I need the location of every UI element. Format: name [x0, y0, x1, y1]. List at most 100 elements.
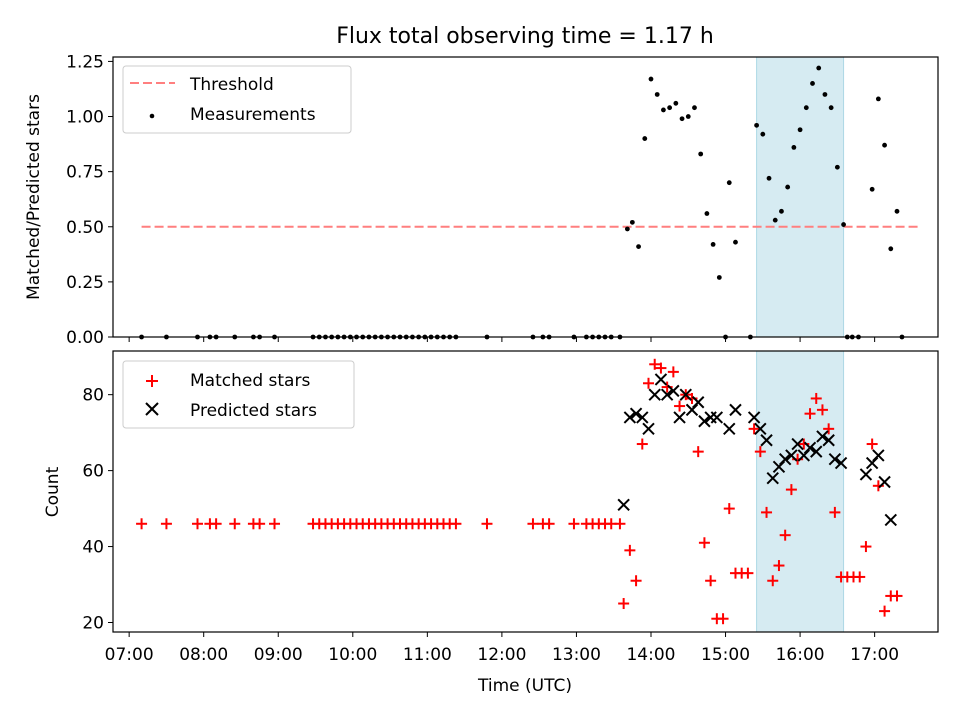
matched-star-point [754, 446, 766, 458]
top-legend: Threshold Measurements [122, 65, 352, 134]
xtick-label: 10:00 [328, 645, 377, 665]
measurement-point [816, 65, 822, 71]
matched-star-point [761, 506, 773, 518]
matched-star-point [229, 518, 241, 530]
bottom-axes-frame [112, 350, 939, 633]
matched-star-point [624, 544, 636, 556]
measurement-point [766, 175, 772, 181]
matched-star-point [210, 518, 222, 530]
matched-star-point [767, 575, 779, 587]
predicted-star-point [828, 453, 842, 466]
predicted-star-point [747, 411, 761, 424]
predicted-star-point [878, 475, 891, 489]
predicted-star-point [884, 513, 897, 527]
bottom-xlabel: Time (UTC) [477, 676, 572, 696]
bottom-shaded-interval [756, 350, 845, 633]
matched-star-point [254, 518, 266, 530]
top-axes-frame [112, 56, 939, 338]
predicted-star-point [623, 411, 637, 424]
legend-threshold-label: Threshold [189, 75, 274, 95]
matched-star-point [649, 358, 661, 370]
top-shaded-interval [756, 56, 845, 338]
matched-star-point [860, 541, 872, 553]
predicted-star-point [691, 396, 705, 409]
predicted-star-point [729, 403, 742, 417]
top-ytick-label: 1.00 [66, 108, 104, 128]
xtick-label: 08:00 [179, 645, 228, 665]
measurement-point [685, 114, 691, 119]
xtick-label: 16:00 [776, 645, 825, 665]
measurement-point [667, 105, 673, 111]
top-ytick-label: 0.00 [66, 328, 104, 348]
matched-star-point [717, 613, 729, 625]
matched-star-point [630, 575, 642, 587]
predicted-star-point [673, 411, 686, 424]
legend-predicted-label: Predicted stars [190, 401, 317, 421]
top-ytick-label: 0.25 [66, 273, 104, 293]
matched-star-point [136, 518, 148, 530]
bottom-panel: 20 40 60 80 07:00 08:00 09:00 10:00 11:00 12:00 13… [43, 350, 939, 696]
predicted-star-point [679, 388, 692, 401]
measurement-point [834, 164, 840, 170]
measurement-point [803, 105, 809, 111]
matched-star-point [810, 392, 822, 404]
legend-measurements-label: Measurements [190, 105, 316, 125]
top-legend-box [122, 65, 352, 134]
predicted-star-point [654, 373, 668, 386]
bottom-legend-box [122, 360, 355, 429]
xtick-label: 12:00 [477, 645, 526, 665]
measurement-point [772, 217, 778, 223]
predicted-star-point [629, 407, 643, 420]
xtick-label: 13:00 [552, 645, 601, 665]
predicted-star-point [636, 411, 649, 424]
xtick-label: 11:00 [403, 645, 452, 665]
matched-star-point [742, 567, 754, 579]
measurement-point [636, 244, 641, 250]
matched-star-point [854, 571, 866, 583]
measurement-point [642, 136, 648, 141]
xtick-label: 17:00 [850, 645, 899, 665]
predicted-star-point [648, 388, 661, 401]
top-ytick-label: 0.50 [66, 218, 104, 238]
matched-star-point [450, 518, 462, 530]
measurement-point [733, 239, 738, 245]
measurement-point [673, 100, 679, 106]
matched-star-point [543, 518, 555, 530]
measurement-point [882, 142, 887, 148]
measurement-point [661, 107, 666, 113]
matched-star-point [692, 446, 704, 458]
measurement-point [654, 92, 660, 97]
matched-star-point [643, 377, 655, 389]
measurement-point [785, 184, 791, 190]
matched-star-point [829, 506, 841, 518]
bottom-ytick-label: 60 [82, 462, 104, 482]
predicted-star-point [816, 430, 829, 443]
matched-star-point [191, 518, 203, 530]
predicted-star-point [642, 422, 655, 436]
matched-star-point [866, 438, 878, 450]
legend-matched-swatch [146, 375, 158, 387]
matched-star-point [667, 366, 679, 378]
measurement-point [710, 242, 716, 247]
measurement-point [791, 144, 797, 150]
matched-star-point [748, 423, 760, 435]
xtick-label: 09:00 [254, 645, 303, 665]
xtick-label: 15:00 [701, 645, 750, 665]
matched-star-point [779, 529, 791, 541]
matched-star-point [891, 590, 903, 602]
matched-star-point [481, 518, 493, 530]
top-ytick-label: 1.25 [66, 52, 104, 72]
matched-star-point [785, 484, 797, 496]
predicted-star-point [778, 453, 792, 466]
matched-star-point [160, 518, 172, 530]
measurement-point [754, 122, 759, 128]
matched-star-point [655, 362, 667, 374]
matched-star-point [674, 400, 686, 412]
chart-title: Flux total observing time = 1.17 h [336, 24, 714, 49]
matched-star-point [705, 575, 717, 587]
matched-star-point [568, 518, 580, 530]
bottom-ytick-label: 20 [82, 614, 104, 634]
predicted-star-point [660, 388, 674, 401]
measurement-point [679, 116, 685, 122]
